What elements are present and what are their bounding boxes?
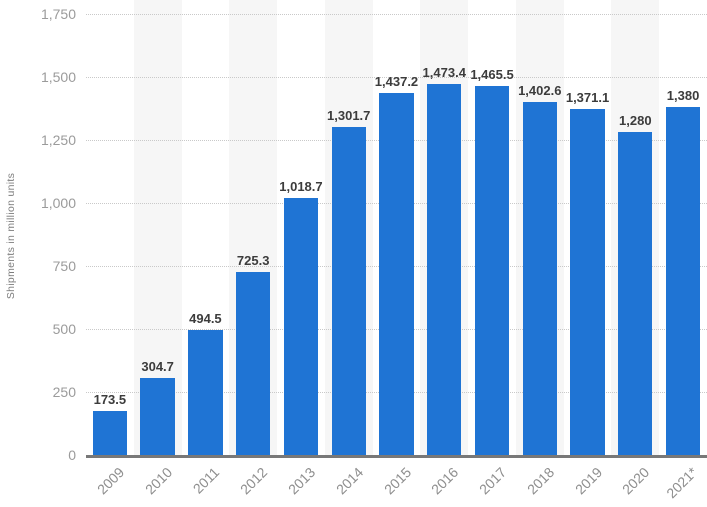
gridline [86, 77, 707, 78]
bar[interactable] [427, 83, 462, 455]
bar[interactable] [188, 330, 223, 455]
x-tick-label: 2010 [141, 464, 175, 498]
column-band: 1,301.7 [324, 0, 373, 455]
column-band: 1,465.5 [468, 0, 516, 455]
column-band: 1,473.4 [420, 0, 469, 455]
y-tick-label: 1,750 [40, 6, 76, 22]
bar-value-label: 494.5 [189, 311, 222, 327]
column-band: 1,437.2 [373, 0, 421, 455]
y-tick-label: 1,000 [40, 195, 76, 211]
y-axis-title: Shipments in million units [5, 172, 17, 300]
bar[interactable] [331, 126, 366, 455]
bar-value-label: 1,402.6 [518, 82, 562, 98]
bar-value-label: 1,473.4 [422, 64, 466, 80]
y-tick-label: 500 [52, 321, 76, 337]
bar[interactable] [92, 411, 128, 455]
bar-value-label: 304.7 [141, 359, 174, 375]
y-tick-label: 1,500 [40, 69, 76, 85]
column-band: 304.7 [133, 0, 182, 455]
bar[interactable] [522, 101, 557, 455]
column-band: 1,018.7 [277, 0, 325, 455]
column-band: 1,371.1 [564, 0, 612, 455]
bar-value-label: 725.3 [236, 253, 270, 269]
column-band: 725.3 [229, 0, 278, 455]
plot-area: 173.5 304.7 494.5 725.3 1,018.7 1,301.7 1,437.… [86, 0, 707, 458]
bar-value-label: 1,465.5 [470, 66, 514, 82]
x-tick-label: 2019 [571, 464, 605, 498]
bar[interactable] [379, 92, 414, 455]
bar-value-label: 1,280 [619, 113, 652, 129]
bar[interactable] [283, 198, 319, 455]
x-tick-label: 2020 [619, 464, 653, 498]
y-tick-label: 250 [52, 384, 76, 400]
bar[interactable] [140, 378, 175, 455]
bar[interactable] [618, 132, 653, 455]
x-tick-label: 2018 [523, 464, 558, 498]
bar-value-label: 1,301.7 [327, 107, 371, 123]
column-band: 1,380 [659, 0, 707, 455]
bar[interactable] [474, 85, 510, 455]
x-tick-label: 2009 [93, 464, 128, 498]
y-tick-label: 750 [52, 258, 76, 274]
x-tick-label: 2017 [476, 464, 510, 498]
bar[interactable] [665, 107, 701, 455]
x-tick-label: 2012 [237, 464, 271, 498]
bar-value-label: 1,018.7 [279, 179, 323, 195]
bar[interactable] [235, 272, 271, 455]
y-tick-label: 1,250 [40, 132, 76, 148]
bar-value-label: 1,437.2 [374, 73, 419, 89]
x-tick-label: 2015 [380, 464, 414, 498]
x-tick-label: 2013 [284, 464, 319, 498]
bar[interactable] [570, 109, 605, 455]
column-band: 173.5 [86, 0, 134, 455]
column-band: 1,280 [611, 0, 660, 455]
column-band: 494.5 [182, 0, 230, 455]
x-tick-label: 2014 [332, 464, 367, 498]
x-tick-label: 2016 [428, 464, 462, 498]
bar-value-label: 173.5 [93, 392, 127, 408]
bar-value-label: 1,371.1 [565, 90, 610, 106]
x-tick-label: 2011 [190, 464, 223, 497]
y-tick-label: 0 [68, 447, 76, 463]
x-tick-label: 2021* [663, 464, 701, 502]
bar-value-label: 1,380 [666, 88, 700, 104]
column-band: 1,402.6 [515, 0, 564, 455]
gridline [86, 14, 707, 15]
